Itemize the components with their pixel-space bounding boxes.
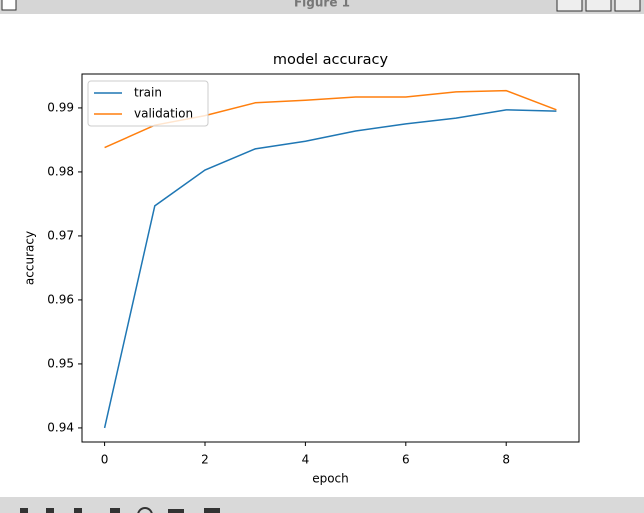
- x-tick-label: 4: [302, 453, 310, 467]
- y-tick-label: 0.96: [47, 292, 74, 306]
- minimize-button[interactable]: [556, 0, 583, 12]
- plot-area: [81, 73, 580, 443]
- home-button[interactable]: [20, 508, 28, 513]
- toolbar-icons: [20, 507, 220, 513]
- x-tick-label: 0: [101, 453, 109, 467]
- pan-button[interactable]: [110, 508, 120, 513]
- y-axis-label: accuracy: [23, 231, 37, 285]
- x-tick-label: 6: [402, 453, 410, 467]
- chart-title: model accuracy: [273, 52, 389, 68]
- title-bar: [0, 0, 644, 14]
- x-axis-label: epoch: [312, 472, 349, 486]
- save-button[interactable]: [204, 508, 220, 513]
- toolbar: [0, 497, 644, 513]
- forward-button[interactable]: [74, 508, 82, 513]
- back-button[interactable]: [46, 508, 54, 513]
- y-tick-label: 0.99: [47, 100, 74, 114]
- window-icon: [1, 0, 17, 11]
- legend-label: validation: [134, 107, 193, 121]
- x-tick-label: 8: [502, 453, 510, 467]
- line-series: [103, 109, 557, 429]
- legend-label: train: [134, 86, 162, 100]
- configure-button[interactable]: [168, 509, 184, 513]
- x-tick-label: 2: [201, 453, 209, 467]
- y-tick-label: 0.95: [47, 356, 74, 370]
- maximize-button[interactable]: [585, 0, 612, 12]
- y-tick-label: 0.94: [47, 420, 74, 434]
- close-button[interactable]: [614, 0, 641, 12]
- y-tick-label: 0.97: [47, 228, 74, 242]
- y-tick-label: 0.98: [47, 164, 74, 178]
- window-title: Figure 1: [294, 0, 350, 10]
- zoom-button[interactable]: [137, 507, 153, 513]
